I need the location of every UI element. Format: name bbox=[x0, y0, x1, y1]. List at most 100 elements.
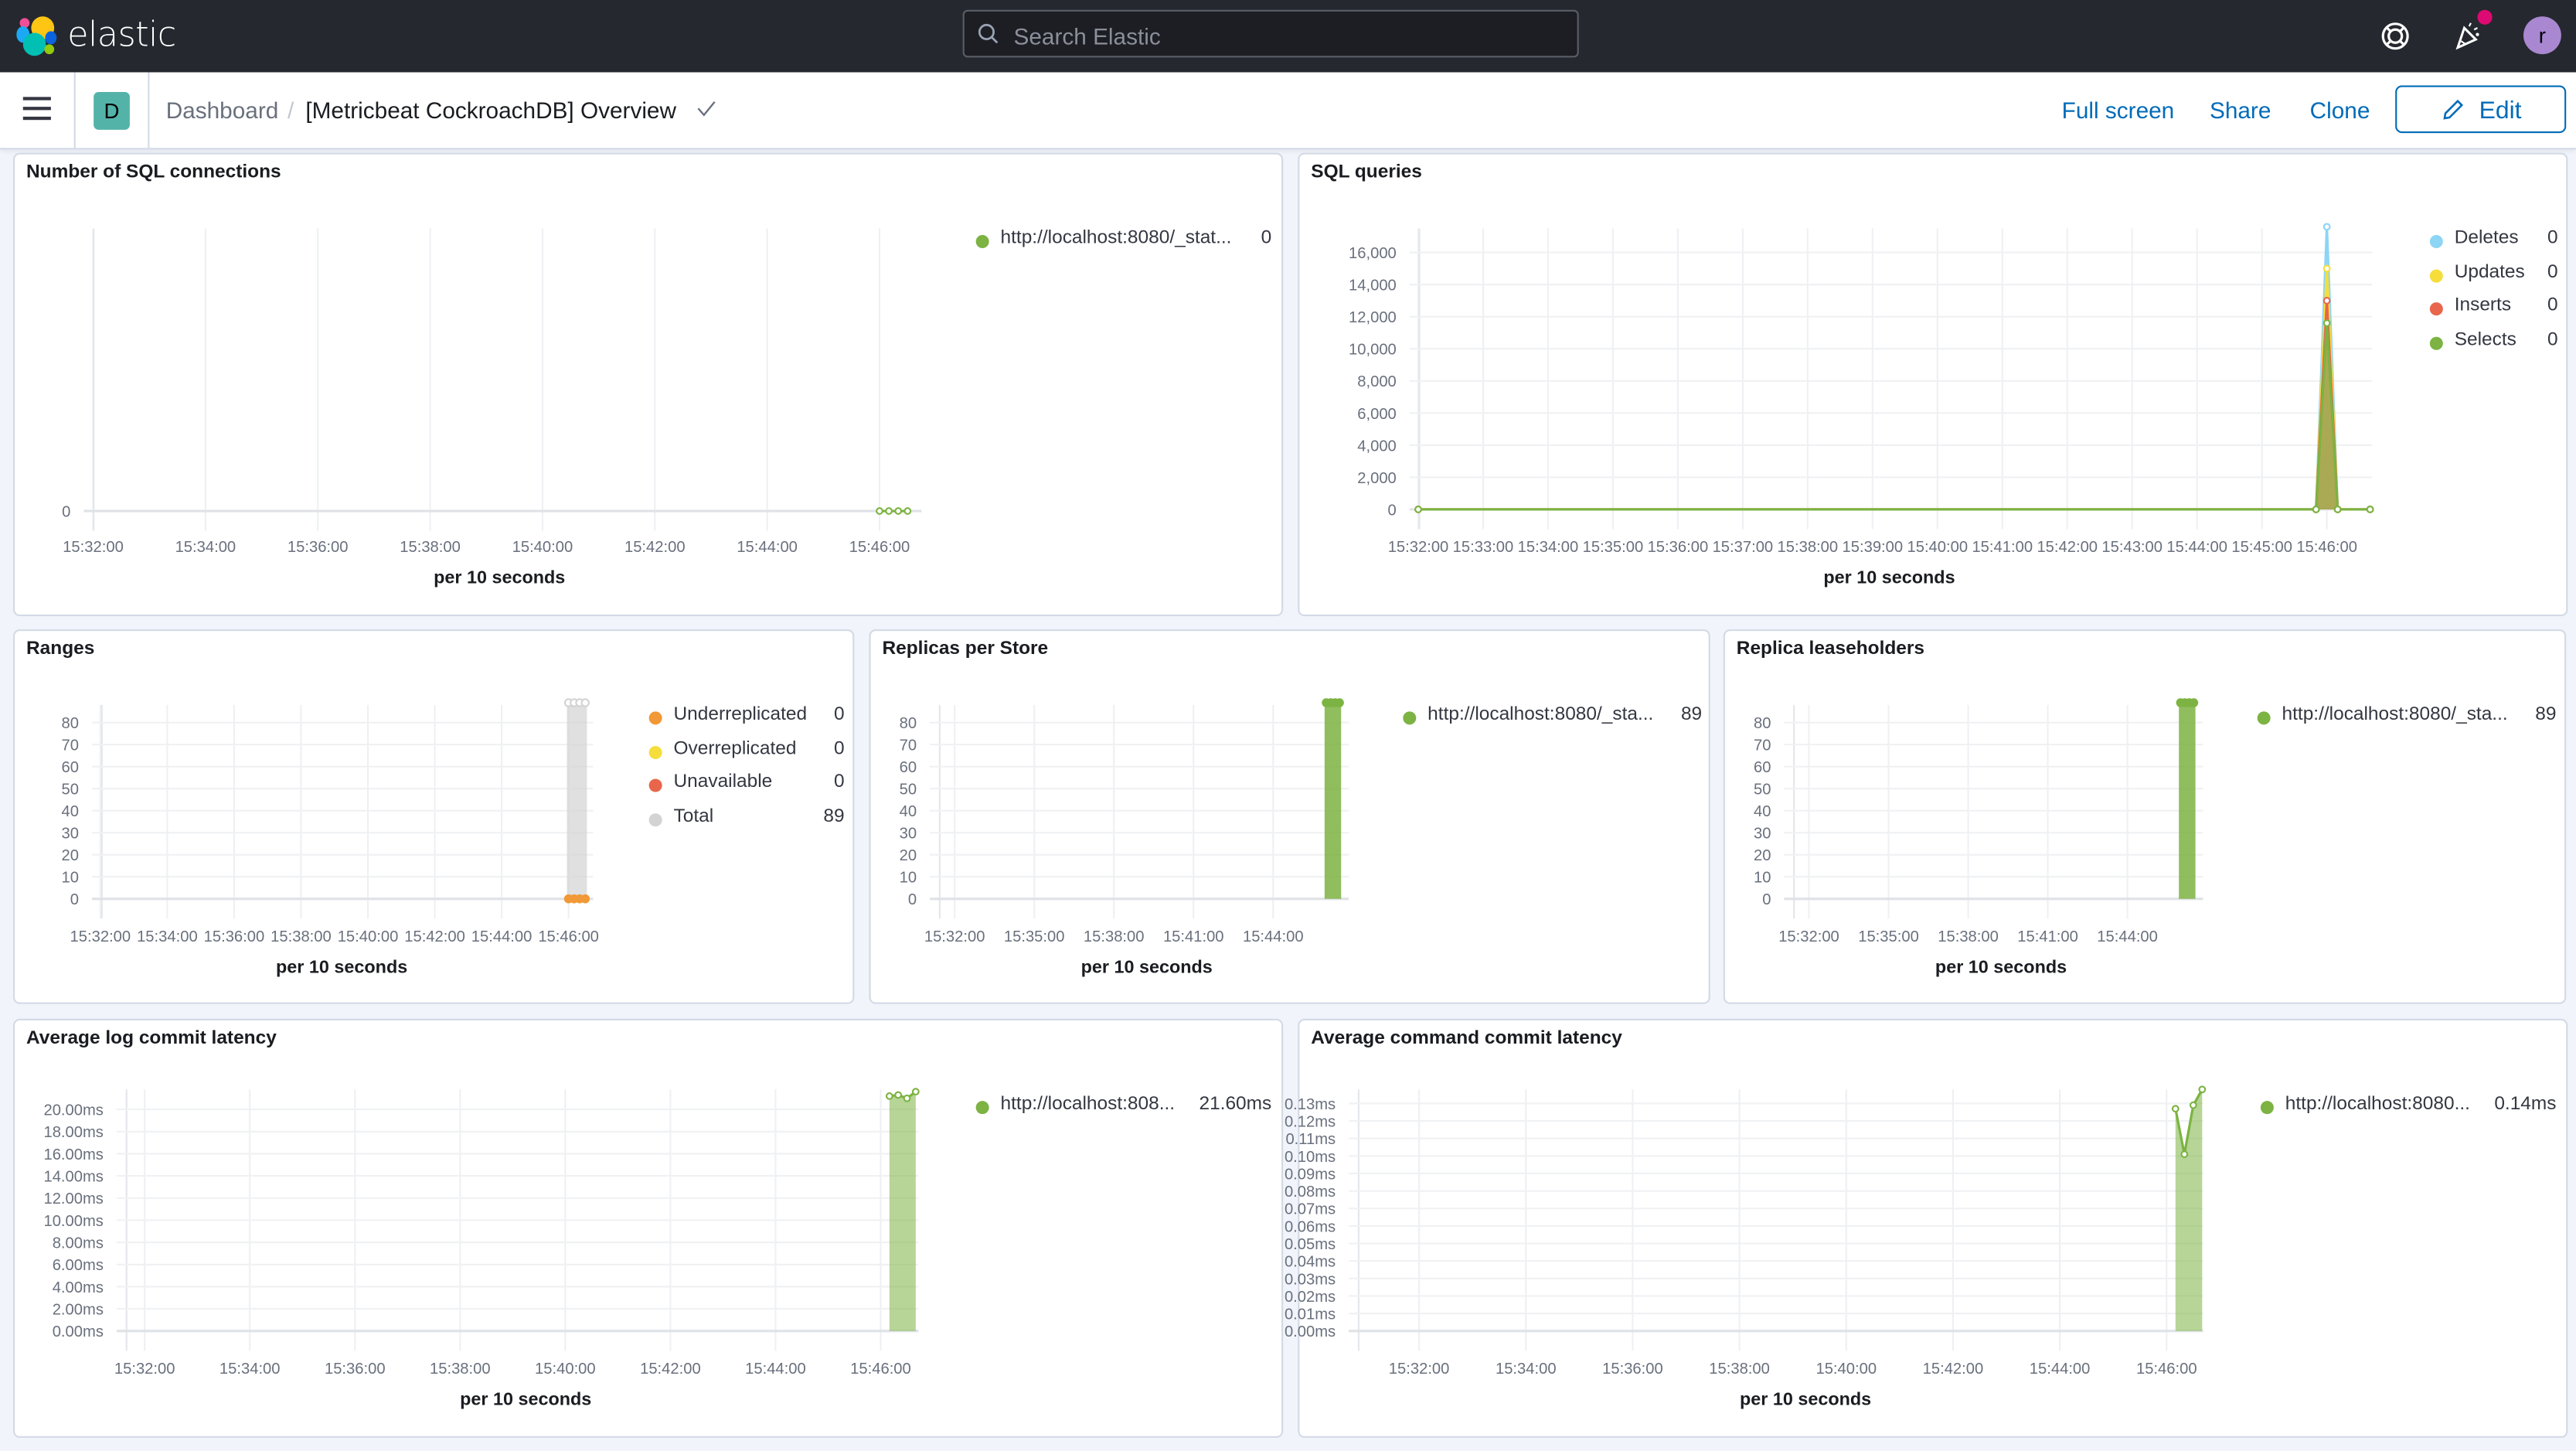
x-axis-title: per 10 seconds bbox=[276, 956, 407, 976]
x-tick-label: 15:34:00 bbox=[1496, 1361, 1557, 1378]
y-tick-label: 6,000 bbox=[1357, 406, 1397, 423]
top-nav-bar: elastic r bbox=[0, 0, 2576, 73]
x-tick-label: 15:34:00 bbox=[175, 539, 237, 556]
x-axis-title: per 10 seconds bbox=[460, 1388, 591, 1408]
chart-canvas[interactable]: 15:32:00 15:34:00 15:36:00 15:38:00 15:40:00… bbox=[15, 631, 856, 1006]
menu-icon[interactable] bbox=[22, 97, 51, 121]
chart-canvas[interactable]: 15:32:00 15:34:00 15:36:00 15:38:00 15:40:00… bbox=[15, 155, 1285, 618]
y-tick-label: 10 bbox=[62, 870, 79, 887]
edit-button[interactable]: Edit bbox=[2395, 85, 2567, 134]
chart-canvas[interactable]: 15:32:00 15:33:00 15:34:00 15:35:00 15:36:00… bbox=[1299, 155, 2569, 618]
legend-item[interactable]: Updates 0 bbox=[2429, 262, 2558, 288]
legend-item[interactable]: Inserts 0 bbox=[2429, 296, 2558, 322]
legend-item[interactable]: Deletes 0 bbox=[2429, 228, 2558, 254]
chart-canvas[interactable]: 15:32:00 15:35:00 15:38:00 15:41:00 15:44:00… bbox=[1725, 631, 2567, 1006]
chart-canvas[interactable]: 15:32:00 15:34:00 15:36:00 15:38:00 15:40:00… bbox=[1285, 1020, 2569, 1439]
legend-item[interactable]: Underreplicated 0 bbox=[648, 705, 845, 731]
y-tick-label: 6.00ms bbox=[53, 1257, 104, 1274]
bar[interactable] bbox=[2179, 703, 2196, 899]
panel-average-log-commit-latency: Average log commit latency 15:32:00 15:34:… bbox=[13, 1018, 1285, 1439]
x-tick-label: 15:42:00 bbox=[2037, 539, 2098, 556]
y-tick-label: 0.11ms bbox=[1285, 1131, 1336, 1148]
y-tick-label: 0.02ms bbox=[1285, 1289, 1336, 1306]
data-point[interactable] bbox=[2171, 1105, 2180, 1113]
legend-value: 0 bbox=[2547, 262, 2558, 282]
legend-item[interactable]: http://localhost:8080/_sta... 89 bbox=[2257, 704, 2557, 731]
legend-value: 0 bbox=[2547, 296, 2558, 316]
x-axis-title: per 10 seconds bbox=[1081, 956, 1213, 976]
legend-item[interactable]: Unavailable 0 bbox=[648, 772, 845, 799]
y-tick-label: 2.00ms bbox=[53, 1302, 104, 1319]
legend-item[interactable]: http://localhost:808... 21.60ms bbox=[975, 1095, 1271, 1121]
legend-item[interactable]: Overreplicated 0 bbox=[648, 738, 845, 765]
legend-item[interactable]: http://localhost:8080... 0.14ms bbox=[2260, 1095, 2556, 1121]
legend-color-swatch bbox=[2429, 268, 2443, 282]
elastic-logo-icon[interactable] bbox=[16, 15, 59, 57]
legend-item[interactable]: http://localhost:8080/_stat... 0 bbox=[975, 228, 1271, 254]
data-point[interactable] bbox=[2312, 506, 2320, 513]
clone-button[interactable]: Clone bbox=[2309, 97, 2370, 124]
search-field[interactable] bbox=[962, 9, 1579, 60]
y-tick-label: 80 bbox=[62, 715, 79, 732]
breadcrumb-separator: / bbox=[287, 97, 294, 124]
x-tick-label: 15:32:00 bbox=[114, 1361, 175, 1378]
data-point[interactable] bbox=[911, 1088, 920, 1096]
legend-item[interactable]: Total 89 bbox=[648, 807, 845, 833]
legend-label: Overreplicated bbox=[673, 738, 797, 759]
breadcrumb-dashboard[interactable]: Dashboard bbox=[165, 97, 279, 124]
bar[interactable] bbox=[1324, 703, 1342, 899]
data-point[interactable] bbox=[885, 507, 893, 515]
data-point[interactable] bbox=[903, 1094, 911, 1102]
data-point[interactable] bbox=[2189, 698, 2199, 707]
data-point[interactable] bbox=[580, 698, 590, 707]
data-point[interactable] bbox=[1335, 698, 1344, 707]
x-tick-label: 15:38:00 bbox=[1084, 928, 1145, 945]
data-point[interactable] bbox=[2322, 264, 2331, 273]
legend-color-swatch bbox=[2429, 234, 2443, 248]
check-icon bbox=[697, 101, 716, 117]
x-tick-label: 15:32:00 bbox=[1778, 928, 1839, 945]
data-point[interactable] bbox=[2198, 1085, 2207, 1094]
y-tick-label: 40 bbox=[1754, 803, 1771, 820]
page-title: [Metricbeat CockroachDB] Overview bbox=[305, 97, 676, 124]
full-screen-button[interactable]: Full screen bbox=[2061, 97, 2175, 124]
y-tick-label: 0.12ms bbox=[1285, 1113, 1336, 1130]
data-point[interactable] bbox=[876, 507, 883, 515]
chart-canvas[interactable]: 15:32:00 15:35:00 15:38:00 15:41:00 15:44:00… bbox=[871, 631, 1712, 1006]
user-avatar[interactable]: r bbox=[2523, 16, 2561, 55]
data-point[interactable] bbox=[2189, 1101, 2197, 1109]
data-point[interactable] bbox=[885, 1092, 893, 1100]
series-line bbox=[1417, 227, 2370, 511]
panel-average-command-commit-latency: Average command commit latency 15:32:00 15… bbox=[1285, 1018, 2569, 1439]
newsfeed-icon[interactable] bbox=[2449, 18, 2486, 54]
data-point[interactable] bbox=[580, 894, 590, 904]
chart-canvas[interactable]: 15:32:00 15:34:00 15:36:00 15:38:00 15:40:00… bbox=[15, 1020, 1285, 1439]
x-tick-label: 15:42:00 bbox=[640, 1361, 701, 1378]
legend-item[interactable]: http://localhost:8080/_sta... 89 bbox=[1403, 705, 1702, 731]
legend-value: 0 bbox=[833, 772, 845, 793]
x-tick-label: 15:41:00 bbox=[2017, 928, 2078, 945]
data-point[interactable] bbox=[894, 1091, 903, 1099]
legend-item[interactable]: Selects 0 bbox=[2429, 330, 2558, 356]
y-tick-label: 0.08ms bbox=[1285, 1184, 1336, 1201]
x-tick-label: 15:32:00 bbox=[70, 928, 131, 945]
data-point[interactable] bbox=[2333, 506, 2342, 513]
y-tick-label: 10 bbox=[900, 870, 917, 887]
space-badge[interactable]: D bbox=[94, 92, 130, 130]
data-point[interactable] bbox=[1414, 506, 1422, 513]
data-point[interactable] bbox=[2322, 319, 2331, 327]
x-tick-label: 15:44:00 bbox=[471, 928, 533, 945]
data-point[interactable] bbox=[2322, 223, 2331, 231]
data-point[interactable] bbox=[2322, 297, 2331, 305]
data-point[interactable] bbox=[903, 507, 912, 515]
data-point[interactable] bbox=[2366, 506, 2374, 513]
legend-value: 89 bbox=[2535, 704, 2557, 725]
x-tick-label: 15:38:00 bbox=[400, 539, 461, 556]
share-button[interactable]: Share bbox=[2209, 97, 2271, 124]
data-point[interactable] bbox=[894, 507, 903, 515]
help-icon[interactable] bbox=[2377, 18, 2414, 54]
data-point[interactable] bbox=[2180, 1150, 2189, 1158]
search-input[interactable] bbox=[1010, 11, 1560, 60]
legend-color-swatch bbox=[648, 813, 662, 827]
bar[interactable] bbox=[567, 703, 587, 899]
